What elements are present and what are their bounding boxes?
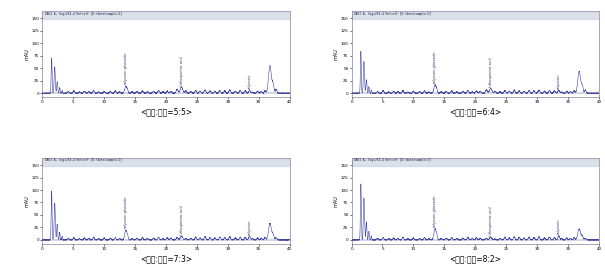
X-axis label: <황기:지치=8:2>: <황기:지치=8:2> [450, 254, 501, 263]
Y-axis label: mAU: mAU [24, 48, 29, 60]
Text: Lithospermic acid: Lithospermic acid [180, 56, 183, 86]
Text: DAD1 A, Sig=254,4 Ref=off [D:\data\sample.D]: DAD1 A, Sig=254,4 Ref=off [D:\data\sampl… [354, 12, 431, 16]
Bar [352, 12, 599, 19]
Text: DAD1 A, Sig=254,4 Ref=off [D:\data\sample.D]: DAD1 A, Sig=254,4 Ref=off [D:\data\sampl… [45, 12, 122, 16]
Text: calycosin-glucoside: calycosin-glucoside [433, 195, 437, 227]
Text: calycosin-glucoside: calycosin-glucoside [124, 196, 128, 228]
Text: calycosin: calycosin [557, 219, 561, 234]
X-axis label: <황기:지치=6:4>: <황기:지치=6:4> [449, 107, 502, 116]
Text: calycosin-glucoside: calycosin-glucoside [124, 52, 128, 85]
Bar [42, 159, 290, 166]
Text: Lithospermic acid: Lithospermic acid [489, 206, 492, 236]
Text: DAD1 A, Sig=254,4 Ref=off [D:\data\sample.D]: DAD1 A, Sig=254,4 Ref=off [D:\data\sampl… [45, 159, 122, 162]
Text: calycosin: calycosin [247, 73, 252, 89]
Bar [42, 12, 290, 19]
X-axis label: <황기:지치=7:3>: <황기:지치=7:3> [140, 254, 192, 263]
Text: Lithospermic acid: Lithospermic acid [180, 205, 183, 235]
X-axis label: <황기:지치=5:5>: <황기:지치=5:5> [140, 107, 192, 116]
Y-axis label: mAU: mAU [333, 48, 339, 60]
Y-axis label: mAU: mAU [333, 195, 339, 207]
Text: calycosin-glucoside: calycosin-glucoside [433, 51, 437, 83]
Text: calycosin: calycosin [247, 219, 252, 235]
Bar [352, 159, 599, 166]
Text: DAD1 A, Sig=254,4 Ref=off [D:\data\sample.D]: DAD1 A, Sig=254,4 Ref=off [D:\data\sampl… [354, 159, 431, 162]
Text: calycosin: calycosin [557, 73, 561, 89]
Y-axis label: mAU: mAU [24, 195, 29, 207]
Text: Lithospermic acid: Lithospermic acid [489, 57, 492, 87]
